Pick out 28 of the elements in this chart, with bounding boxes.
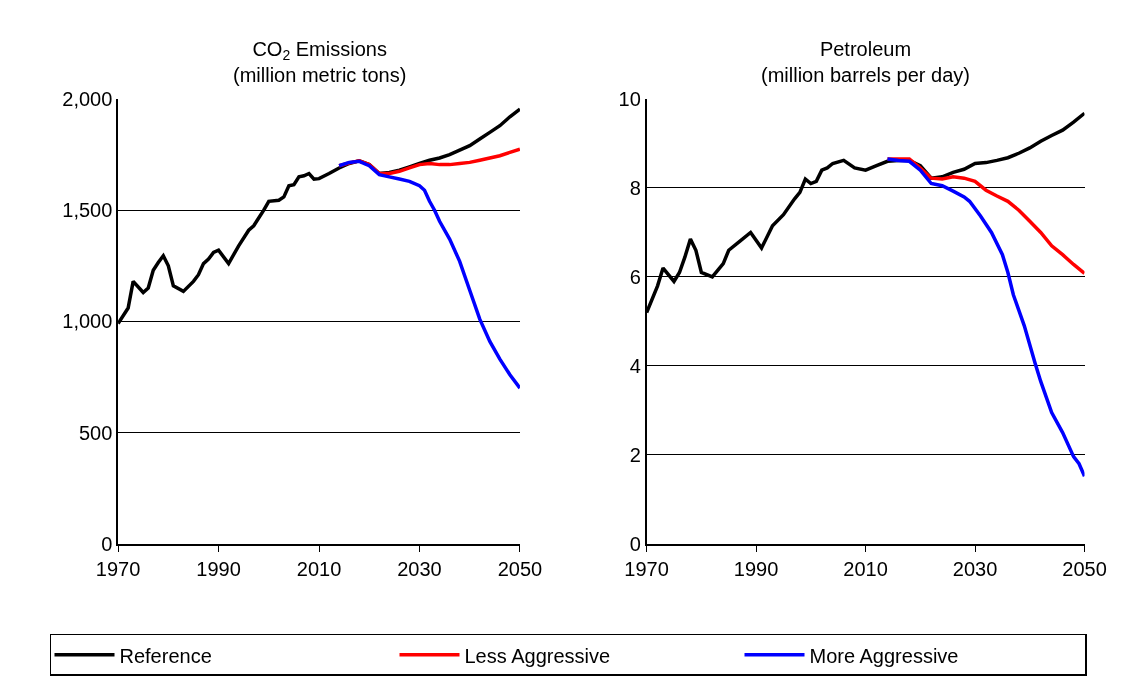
chart-title: Petroleum (million barrels per day) <box>761 38 970 86</box>
legend-label: Reference <box>119 644 212 667</box>
y-tick-label: 0 <box>629 532 641 555</box>
x-tick-label: 2010 <box>843 557 888 580</box>
y-tick-label: 2,000 <box>62 88 113 111</box>
chart-title: CO$_{2}$ Emissions (million metric tons) <box>233 38 407 86</box>
x-tick-label: 2030 <box>952 557 998 580</box>
x-tick-label: 1990 <box>196 557 241 580</box>
x-tick-label: 2010 <box>296 557 342 580</box>
legend-label: More Aggressive <box>809 644 959 667</box>
y-tick-label: 1,500 <box>62 199 113 222</box>
line-series <box>337 159 520 390</box>
y-tick-label: 6 <box>629 265 641 288</box>
x-tick-label: 2050 <box>1062 557 1107 580</box>
line-series <box>885 157 1085 478</box>
y-tick-label: 500 <box>78 421 113 444</box>
legend-label: Less Aggressive <box>464 644 611 667</box>
y-tick-label: 0 <box>101 532 113 555</box>
x-tick-label: 2050 <box>497 557 543 580</box>
y-tick-label: 10 <box>618 88 641 111</box>
y-tick-label: 8 <box>629 176 641 199</box>
y-tick-label: 2 <box>629 443 641 466</box>
y-tick-label: 1,000 <box>62 310 113 333</box>
x-tick-label: 1990 <box>733 557 779 580</box>
y-tick-label: 4 <box>629 354 641 377</box>
x-tick-label: 2030 <box>397 557 442 580</box>
x-tick-label: 1970 <box>624 557 669 580</box>
x-tick-label: 1970 <box>95 557 141 580</box>
